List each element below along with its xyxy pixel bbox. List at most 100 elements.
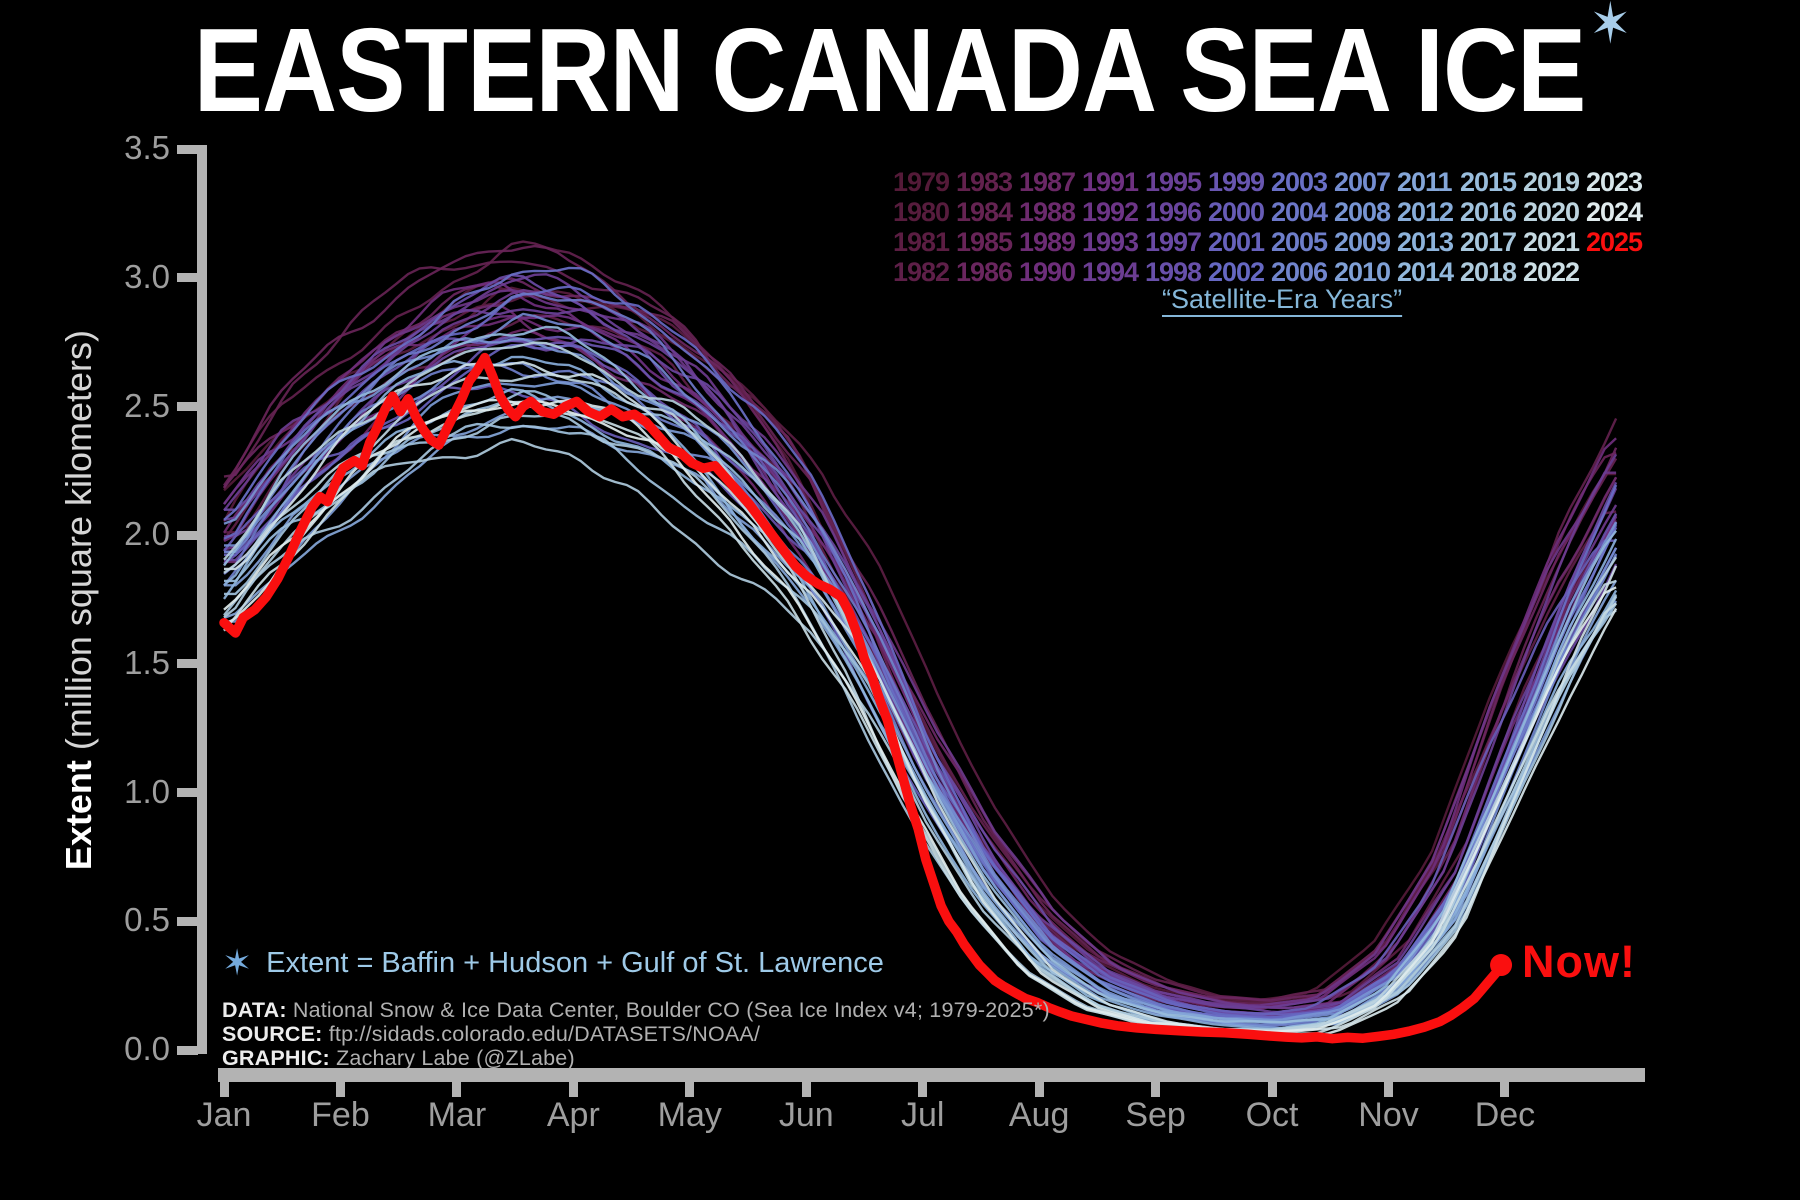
x-month-label-Jan: Jan	[196, 1096, 252, 1134]
legend-year-1992: 1992	[1082, 197, 1139, 227]
y-tick-2.0	[177, 530, 198, 540]
legend-year-2005: 2005	[1271, 227, 1328, 257]
year-line-1982	[223, 314, 1617, 1008]
x-month-label-Sep: Sep	[1125, 1096, 1186, 1134]
y-tick-3.0	[177, 273, 198, 283]
year-line-1992	[223, 288, 1617, 1007]
y-tick-label-1.5: 1.5	[124, 643, 170, 681]
x-tick-Apr	[568, 1082, 578, 1097]
legend-year-1991: 1991	[1082, 167, 1139, 197]
x-tick-Jul	[918, 1082, 928, 1097]
year-line-2022	[224, 360, 1618, 1034]
y-tick-0.5	[177, 916, 198, 926]
year-line-1995	[223, 308, 1618, 1014]
y-tick-label-3.5: 3.5	[124, 129, 170, 167]
legend-year-1985: 1985	[956, 227, 1013, 257]
year-line-1993	[224, 288, 1618, 1010]
legend-year-2004: 2004	[1271, 197, 1328, 227]
legend-row: 1979 1983 1987 1991 1995 1999 2003 2007 2011 2015…	[893, 167, 1649, 197]
x-month-label-Aug: Aug	[1008, 1096, 1070, 1134]
legend-year-2017: 2017	[1460, 227, 1517, 257]
year-line-2016	[224, 422, 1618, 1032]
year-line-1984	[223, 260, 1618, 1006]
credit-data-line: DATA: National Snow & Ice Data Center, B…	[222, 998, 1050, 1022]
legend-year-2019: 2019	[1523, 167, 1580, 197]
y-tick-label-2.0: 2.0	[124, 515, 170, 553]
y-tick-label-2.5: 2.5	[124, 386, 170, 424]
year-line-2006	[224, 312, 1618, 1026]
y-tick-3.5	[177, 144, 198, 154]
legend-year-1983: 1983	[956, 167, 1013, 197]
x-tick-Dec	[1500, 1082, 1510, 1097]
x-month-label-May: May	[657, 1096, 722, 1134]
year-line-2015	[224, 390, 1618, 1024]
legend-year-2021: 2021	[1523, 227, 1580, 257]
year-line-2024	[223, 399, 1617, 1034]
x-tick-Aug	[1034, 1082, 1044, 1097]
legend-year-1996: 1996	[1145, 197, 1202, 227]
x-tick-Nov	[1384, 1082, 1393, 1097]
x-month-label-Jun: Jun	[778, 1096, 834, 1134]
now-dot	[1490, 954, 1513, 977]
year-line-1987	[224, 328, 1618, 1010]
x-month-label-Apr: Apr	[546, 1096, 600, 1134]
legend-year-2001: 2001	[1208, 227, 1265, 257]
x-month-label-Oct: Oct	[1245, 1096, 1299, 1134]
year-line-2000	[223, 384, 1617, 1018]
x-month-label-Mar: Mar	[427, 1096, 487, 1134]
legend-year-2016: 2016	[1460, 197, 1517, 227]
y-tick-2.5	[177, 402, 198, 411]
y-tick-1.5	[177, 659, 198, 669]
legend-year-2003: 2003	[1271, 167, 1328, 197]
legend-year-1982: 1982	[893, 257, 950, 287]
credit-graphic-line: GRAPHIC: Zachary Labe (@ZLabe)	[222, 1046, 575, 1070]
legend-caption: “Satellite-Era Years”	[1162, 284, 1403, 314]
year-line-2010	[224, 395, 1618, 1024]
y-axis-bar	[197, 145, 207, 1054]
legend-year-1990: 1990	[1019, 257, 1076, 287]
credit-source-line: SOURCE: ftp://sidads.colorado.edu/DATASE…	[222, 1022, 761, 1046]
year-line-2021	[223, 400, 1617, 1037]
y-tick-label-3.0: 3.0	[124, 257, 170, 295]
y-tick-label-1.0: 1.0	[124, 772, 170, 810]
x-tick-Oct	[1267, 1082, 1277, 1097]
title-star-icon: ✶	[1589, 0, 1631, 56]
x-tick-Jun	[801, 1082, 811, 1097]
x-month-label-Feb: Feb	[311, 1096, 370, 1134]
legend-year-2014: 2014	[1397, 257, 1454, 287]
y-axis-label: Extent (million square kilometers)	[58, 200, 100, 1000]
x-axis-bar	[218, 1068, 1645, 1082]
x-tick-May	[685, 1082, 695, 1097]
year-line-2023	[223, 398, 1618, 1038]
year-line-2011	[223, 424, 1618, 1024]
x-month-label-Nov: Nov	[1358, 1096, 1419, 1134]
legend-year-2000: 2000	[1208, 197, 1265, 227]
year-line-2017	[223, 413, 1617, 1033]
year-line-2001	[224, 343, 1618, 1016]
legend-year-1994: 1994	[1082, 257, 1139, 287]
year-line-1999	[223, 335, 1618, 1020]
year-line-1989	[223, 316, 1618, 1016]
credits-block: DATA: National Snow & Ice Data Center, B…	[222, 998, 1050, 1070]
legend-year-2023: 2023	[1586, 167, 1643, 197]
year-line-2004	[223, 292, 1618, 1024]
legend-year-2002: 2002	[1208, 257, 1265, 287]
legend-year-2007: 2007	[1334, 167, 1391, 197]
legend-year-1997: 1997	[1145, 227, 1202, 257]
year-line-1988	[222, 304, 1618, 1015]
year-line-2019	[223, 341, 1618, 1032]
year-legend: 1979 1983 1987 1991 1995 1999 2003 2007 2011 2015…	[893, 167, 1649, 287]
series-2025-line	[219, 352, 1506, 1044]
y-tick-1.0	[177, 788, 198, 798]
legend-year-2008: 2008	[1334, 197, 1391, 227]
legend-year-2010: 2010	[1334, 257, 1391, 287]
title-text: EASTERN CANADA SEA ICE	[193, 5, 1587, 138]
legend-year-2018: 2018	[1460, 257, 1517, 287]
legend-year-1999: 1999	[1208, 167, 1265, 197]
y-tick-label-0.0: 0.0	[124, 1030, 170, 1067]
extent-definition-note: ✶ Extent = Baffin + Hudson + Gulf of St. …	[222, 942, 884, 984]
year-line-2009	[224, 381, 1618, 1030]
x-month-label-Jul: Jul	[900, 1096, 945, 1134]
legend-year-1987: 1987	[1019, 167, 1076, 197]
